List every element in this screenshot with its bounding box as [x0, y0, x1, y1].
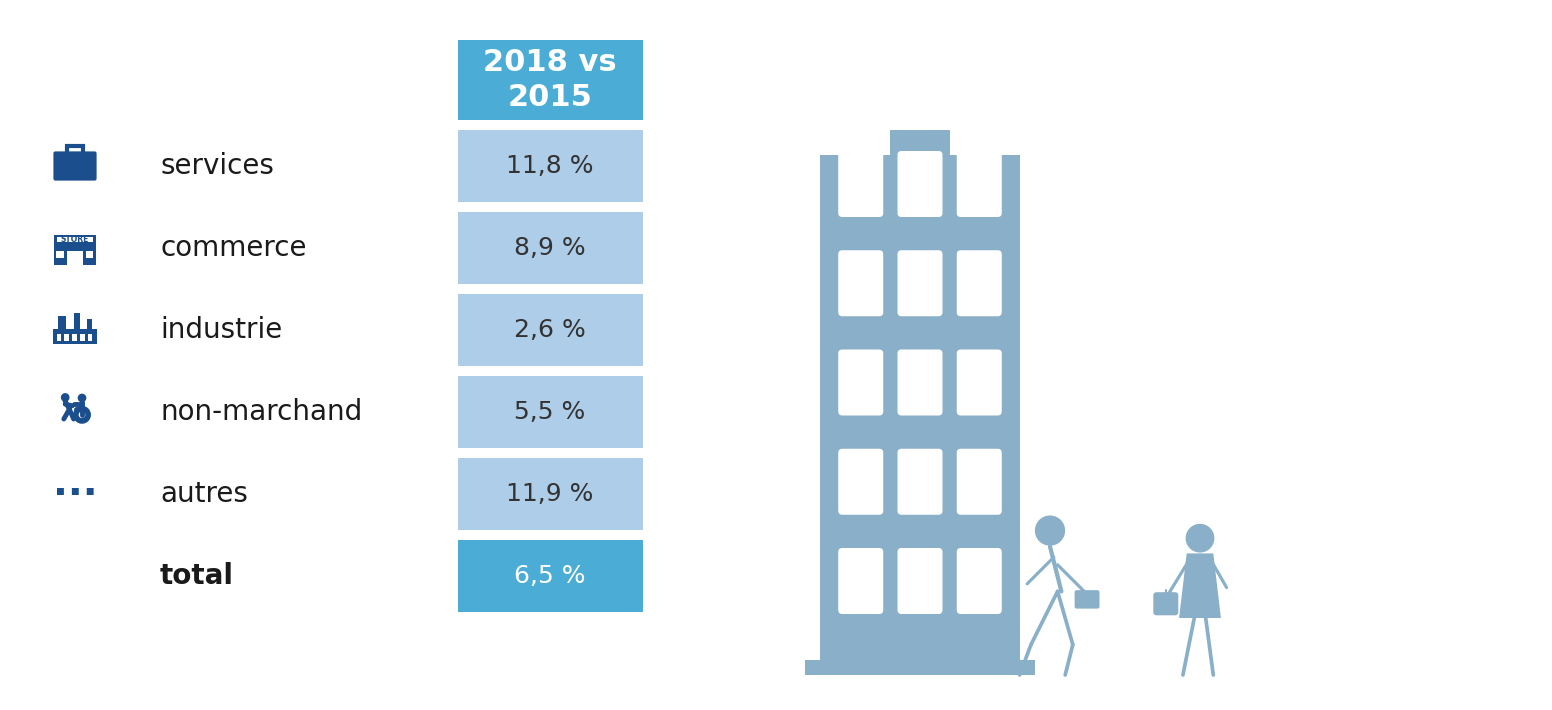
FancyBboxPatch shape [54, 234, 96, 243]
FancyBboxPatch shape [74, 313, 81, 329]
Text: commerce: commerce [160, 234, 306, 262]
Text: total: total [160, 562, 234, 590]
Circle shape [78, 394, 85, 402]
Text: ···: ··· [53, 475, 98, 513]
FancyBboxPatch shape [838, 449, 883, 515]
FancyBboxPatch shape [838, 349, 883, 415]
FancyBboxPatch shape [819, 155, 1020, 660]
Circle shape [62, 394, 68, 401]
FancyBboxPatch shape [897, 449, 942, 515]
FancyBboxPatch shape [805, 660, 1035, 675]
Text: STORE: STORE [61, 235, 88, 244]
FancyBboxPatch shape [956, 548, 1001, 614]
FancyBboxPatch shape [1153, 592, 1178, 616]
FancyBboxPatch shape [81, 334, 85, 342]
FancyBboxPatch shape [889, 130, 950, 155]
Text: 2018 vs
2015: 2018 vs 2015 [483, 48, 616, 112]
FancyBboxPatch shape [956, 349, 1001, 415]
FancyBboxPatch shape [956, 151, 1001, 217]
Text: autres: autres [160, 480, 248, 508]
FancyBboxPatch shape [54, 243, 96, 265]
FancyBboxPatch shape [897, 250, 942, 316]
FancyBboxPatch shape [956, 250, 1001, 316]
FancyBboxPatch shape [458, 40, 643, 120]
FancyBboxPatch shape [67, 251, 84, 265]
FancyBboxPatch shape [53, 151, 96, 180]
Text: 2,6 %: 2,6 % [514, 318, 585, 342]
FancyBboxPatch shape [88, 334, 93, 342]
FancyBboxPatch shape [897, 548, 942, 614]
FancyBboxPatch shape [53, 329, 98, 344]
Text: 11,9 %: 11,9 % [506, 482, 594, 506]
Circle shape [1035, 516, 1065, 545]
FancyBboxPatch shape [458, 376, 643, 448]
FancyBboxPatch shape [56, 251, 64, 258]
FancyBboxPatch shape [838, 250, 883, 316]
FancyBboxPatch shape [458, 130, 643, 202]
Text: 5,5 %: 5,5 % [514, 400, 585, 424]
FancyBboxPatch shape [838, 548, 883, 614]
FancyBboxPatch shape [897, 151, 942, 217]
FancyBboxPatch shape [73, 334, 76, 342]
FancyBboxPatch shape [458, 540, 643, 612]
Polygon shape [1180, 553, 1221, 618]
FancyBboxPatch shape [87, 319, 92, 329]
FancyBboxPatch shape [897, 349, 942, 415]
FancyBboxPatch shape [85, 251, 93, 258]
FancyBboxPatch shape [57, 237, 93, 242]
Text: non-marchand: non-marchand [160, 398, 362, 426]
FancyBboxPatch shape [458, 294, 643, 366]
Text: 6,5 %: 6,5 % [514, 564, 585, 588]
FancyBboxPatch shape [838, 151, 883, 217]
Circle shape [1186, 525, 1214, 552]
FancyBboxPatch shape [458, 458, 643, 530]
FancyBboxPatch shape [956, 449, 1001, 515]
Text: industrie: industrie [160, 316, 282, 344]
Text: services: services [160, 152, 273, 180]
FancyBboxPatch shape [65, 334, 68, 342]
FancyBboxPatch shape [57, 316, 65, 329]
FancyBboxPatch shape [1074, 590, 1099, 608]
Text: 11,8 %: 11,8 % [506, 154, 594, 178]
FancyBboxPatch shape [458, 212, 643, 284]
Text: 8,9 %: 8,9 % [514, 236, 585, 260]
FancyBboxPatch shape [56, 334, 61, 342]
